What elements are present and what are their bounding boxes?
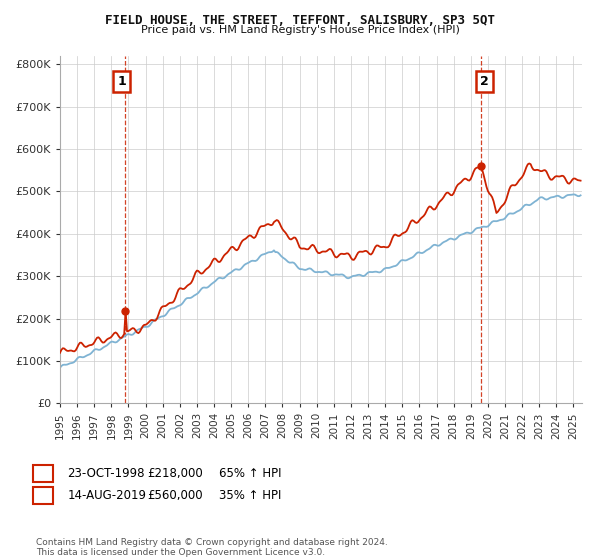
Text: 2: 2 [480,75,489,88]
Text: 35% ↑ HPI: 35% ↑ HPI [219,489,281,502]
Text: 65% ↑ HPI: 65% ↑ HPI [219,466,281,480]
Text: 2: 2 [40,491,47,501]
Text: Contains HM Land Registry data © Crown copyright and database right 2024.
This d: Contains HM Land Registry data © Crown c… [36,538,388,557]
Text: Price paid vs. HM Land Registry's House Price Index (HPI): Price paid vs. HM Land Registry's House … [140,25,460,35]
Text: 23-OCT-1998: 23-OCT-1998 [67,466,145,480]
Text: 14-AUG-2019: 14-AUG-2019 [67,489,146,502]
Text: 1: 1 [117,75,126,88]
Text: £560,000: £560,000 [147,489,203,502]
Text: 1: 1 [40,468,47,478]
Text: £218,000: £218,000 [147,466,203,480]
Text: FIELD HOUSE, THE STREET, TEFFONT, SALISBURY, SP3 5QT: FIELD HOUSE, THE STREET, TEFFONT, SALISB… [105,14,495,27]
